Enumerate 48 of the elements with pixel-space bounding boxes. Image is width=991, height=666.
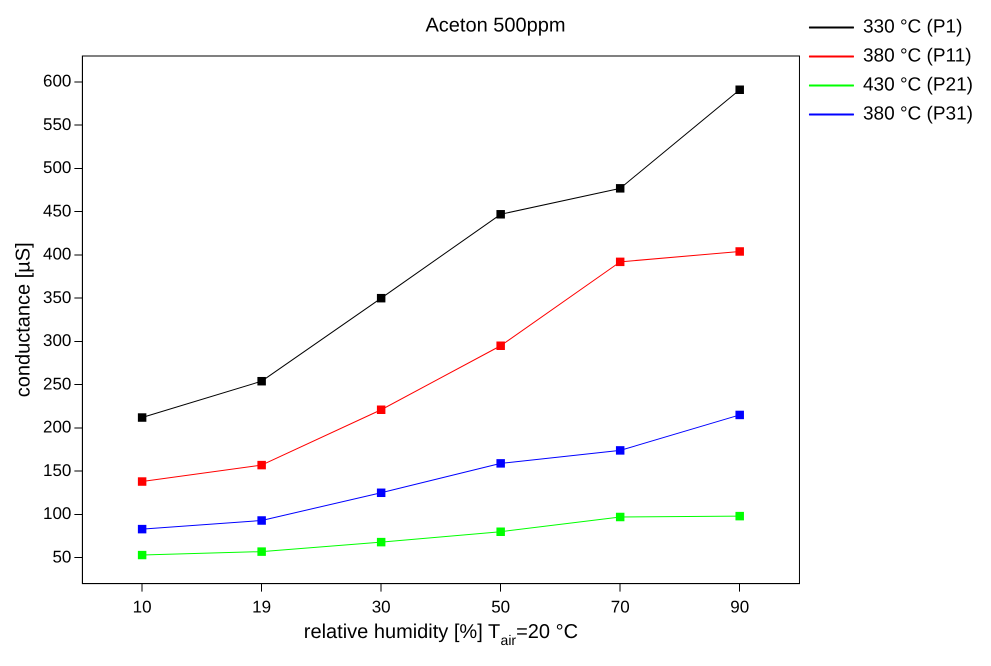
y-tick-label: 50	[52, 547, 72, 566]
point	[735, 85, 744, 94]
point	[257, 547, 266, 556]
x-tick-label: 10	[132, 597, 152, 616]
x-tick-label: 70	[610, 597, 630, 616]
point	[257, 516, 266, 525]
point	[616, 184, 624, 193]
y-tick-label: 250	[42, 374, 72, 394]
y-tick-label: 200	[42, 418, 72, 437]
point	[138, 477, 146, 486]
y-tick-label: 600	[42, 72, 72, 91]
point	[138, 524, 146, 534]
x-tick-label: 30	[372, 597, 391, 616]
x-tick-label: 90	[730, 597, 750, 616]
point	[496, 459, 505, 468]
point	[257, 376, 266, 386]
point	[496, 527, 505, 536]
y-tick-label: 350	[42, 288, 72, 307]
point	[496, 342, 505, 350]
y-tick-label: 300	[42, 331, 72, 350]
y-tick-label: 150	[42, 460, 72, 480]
point	[616, 446, 624, 455]
point	[735, 410, 744, 420]
y-tick-label: 100	[42, 504, 72, 524]
point	[376, 538, 386, 546]
point	[257, 460, 266, 470]
point	[376, 294, 386, 302]
chart-title: Aceton 500ppm	[425, 14, 566, 37]
x-tick-label: 50	[491, 597, 510, 616]
point	[616, 512, 624, 522]
point	[735, 512, 744, 520]
y-axis-title: conductance [µS]	[12, 242, 35, 398]
legend-label: 380 °C (P31)	[862, 104, 974, 125]
point	[496, 210, 505, 219]
point	[138, 550, 146, 560]
y-tick-label: 500	[42, 158, 72, 178]
legend-label: 380 °C (P11)	[862, 46, 972, 67]
y-tick-label: 450	[42, 201, 72, 220]
legend-label: 330 °C (P1)	[862, 16, 962, 38]
x-tick-label: 19	[252, 597, 272, 616]
legend-label: 430 °C (P21)	[862, 74, 974, 96]
point	[616, 258, 624, 266]
point	[376, 488, 386, 498]
point	[376, 406, 386, 414]
point	[735, 247, 744, 256]
y-tick-label: 550	[42, 114, 72, 134]
y-tick-label: 400	[42, 244, 72, 264]
point	[138, 413, 146, 422]
